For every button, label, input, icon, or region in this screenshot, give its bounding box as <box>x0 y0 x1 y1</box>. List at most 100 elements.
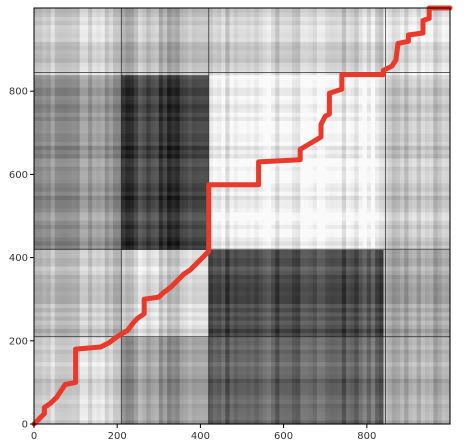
heatmap-cell <box>291 257 297 263</box>
heatmap-cell <box>158 224 164 230</box>
heatmap-cell <box>291 311 297 317</box>
heatmap-cell <box>50 220 56 225</box>
heatmap-cell <box>346 278 351 284</box>
heatmap-cell <box>183 249 189 255</box>
heatmap-cell <box>441 245 447 250</box>
heatmap-cell <box>350 307 355 313</box>
heatmap-cell <box>441 386 447 392</box>
heatmap-cell <box>283 228 289 234</box>
heatmap-cell <box>150 257 156 263</box>
heatmap-cell <box>437 403 443 408</box>
heatmap-cell <box>362 245 368 250</box>
heatmap-cell <box>333 299 339 304</box>
heatmap-cell <box>312 365 318 371</box>
heatmap-cell <box>312 311 318 317</box>
heatmap-cell <box>400 253 405 259</box>
heatmap-cell <box>325 336 330 342</box>
heatmap-cell <box>425 270 430 275</box>
heatmap-cell <box>183 411 189 417</box>
heatmap-cell <box>192 382 197 388</box>
heatmap-cell <box>408 415 414 421</box>
heatmap-cell <box>142 390 147 396</box>
heatmap-cell <box>266 257 272 263</box>
heatmap-cell <box>104 403 110 408</box>
heatmap-cell <box>187 240 193 246</box>
heatmap-cell <box>379 299 385 304</box>
heatmap-cell <box>225 253 231 259</box>
heatmap-cell <box>416 349 422 354</box>
heatmap-cell <box>329 419 335 425</box>
heatmap-cell <box>221 253 226 259</box>
heatmap-cell <box>46 303 52 309</box>
heatmap-cell <box>408 353 414 359</box>
heatmap-cell <box>138 407 143 413</box>
heatmap-cell <box>296 411 301 417</box>
heatmap-cell <box>329 274 335 279</box>
heatmap-cell <box>358 332 364 338</box>
heatmap-cell <box>221 349 226 354</box>
heatmap-cell <box>346 349 351 354</box>
heatmap-cell <box>212 328 218 334</box>
heatmap-cell <box>146 361 152 367</box>
heatmap-cell <box>38 245 43 250</box>
heatmap-cell <box>416 407 422 413</box>
heatmap-cell <box>312 257 318 263</box>
heatmap-cell <box>429 274 434 279</box>
heatmap-cell <box>346 390 351 396</box>
heatmap-cell <box>321 374 326 379</box>
heatmap-cell <box>429 390 434 396</box>
heatmap-cell <box>308 411 314 417</box>
heatmap-cell <box>200 399 206 404</box>
heatmap-cell <box>208 303 214 309</box>
heatmap-cell <box>167 365 172 371</box>
heatmap-cell <box>104 228 110 234</box>
heatmap-cell <box>420 386 426 392</box>
heatmap-cell <box>412 315 418 321</box>
heatmap-cell <box>300 332 305 338</box>
heatmap-cell <box>179 399 185 404</box>
heatmap-cell <box>133 324 139 329</box>
heatmap-cell <box>283 386 289 392</box>
heatmap-cell <box>312 324 318 329</box>
heatmap-cell <box>395 369 401 375</box>
heatmap-cell <box>229 407 235 413</box>
heatmap-cell <box>370 257 376 263</box>
heatmap-cell <box>291 374 297 379</box>
heatmap-cell <box>391 261 397 267</box>
heatmap-cell <box>362 240 368 246</box>
heatmap-cell <box>271 382 276 388</box>
heatmap-cell <box>204 419 210 425</box>
heatmap-cell <box>142 357 147 363</box>
heatmap-cell <box>71 386 77 392</box>
heatmap-cell <box>237 274 243 279</box>
heatmap-cell <box>154 332 160 338</box>
heatmap-cell <box>445 261 451 267</box>
heatmap-cell <box>350 336 355 342</box>
heatmap-cell <box>167 340 172 346</box>
heatmap-cell <box>341 386 347 392</box>
heatmap-cell <box>325 278 330 284</box>
heatmap-cell <box>341 357 347 363</box>
heatmap-cell <box>395 365 401 371</box>
heatmap-cell <box>34 361 39 367</box>
heatmap-cell <box>437 216 443 221</box>
heatmap-cell <box>254 228 260 234</box>
heatmap-cell <box>287 336 293 342</box>
heatmap-cell <box>358 236 364 242</box>
heatmap-cell <box>125 336 131 342</box>
heatmap-cell <box>291 361 297 367</box>
heatmap-cell <box>217 224 222 230</box>
heatmap-cell <box>366 403 372 408</box>
heatmap-cell <box>100 411 106 417</box>
heatmap-cell <box>96 390 102 396</box>
heatmap-cell <box>42 361 48 367</box>
heatmap-cell <box>395 240 401 246</box>
heatmap-cell <box>138 299 143 304</box>
heatmap-cell <box>208 270 214 275</box>
heatmap-cell <box>71 220 77 225</box>
heatmap-cell <box>204 328 210 334</box>
heatmap-cell <box>441 274 447 279</box>
heatmap-cell <box>42 340 48 346</box>
heatmap-cell <box>375 245 380 250</box>
heatmap-cell <box>196 224 201 230</box>
